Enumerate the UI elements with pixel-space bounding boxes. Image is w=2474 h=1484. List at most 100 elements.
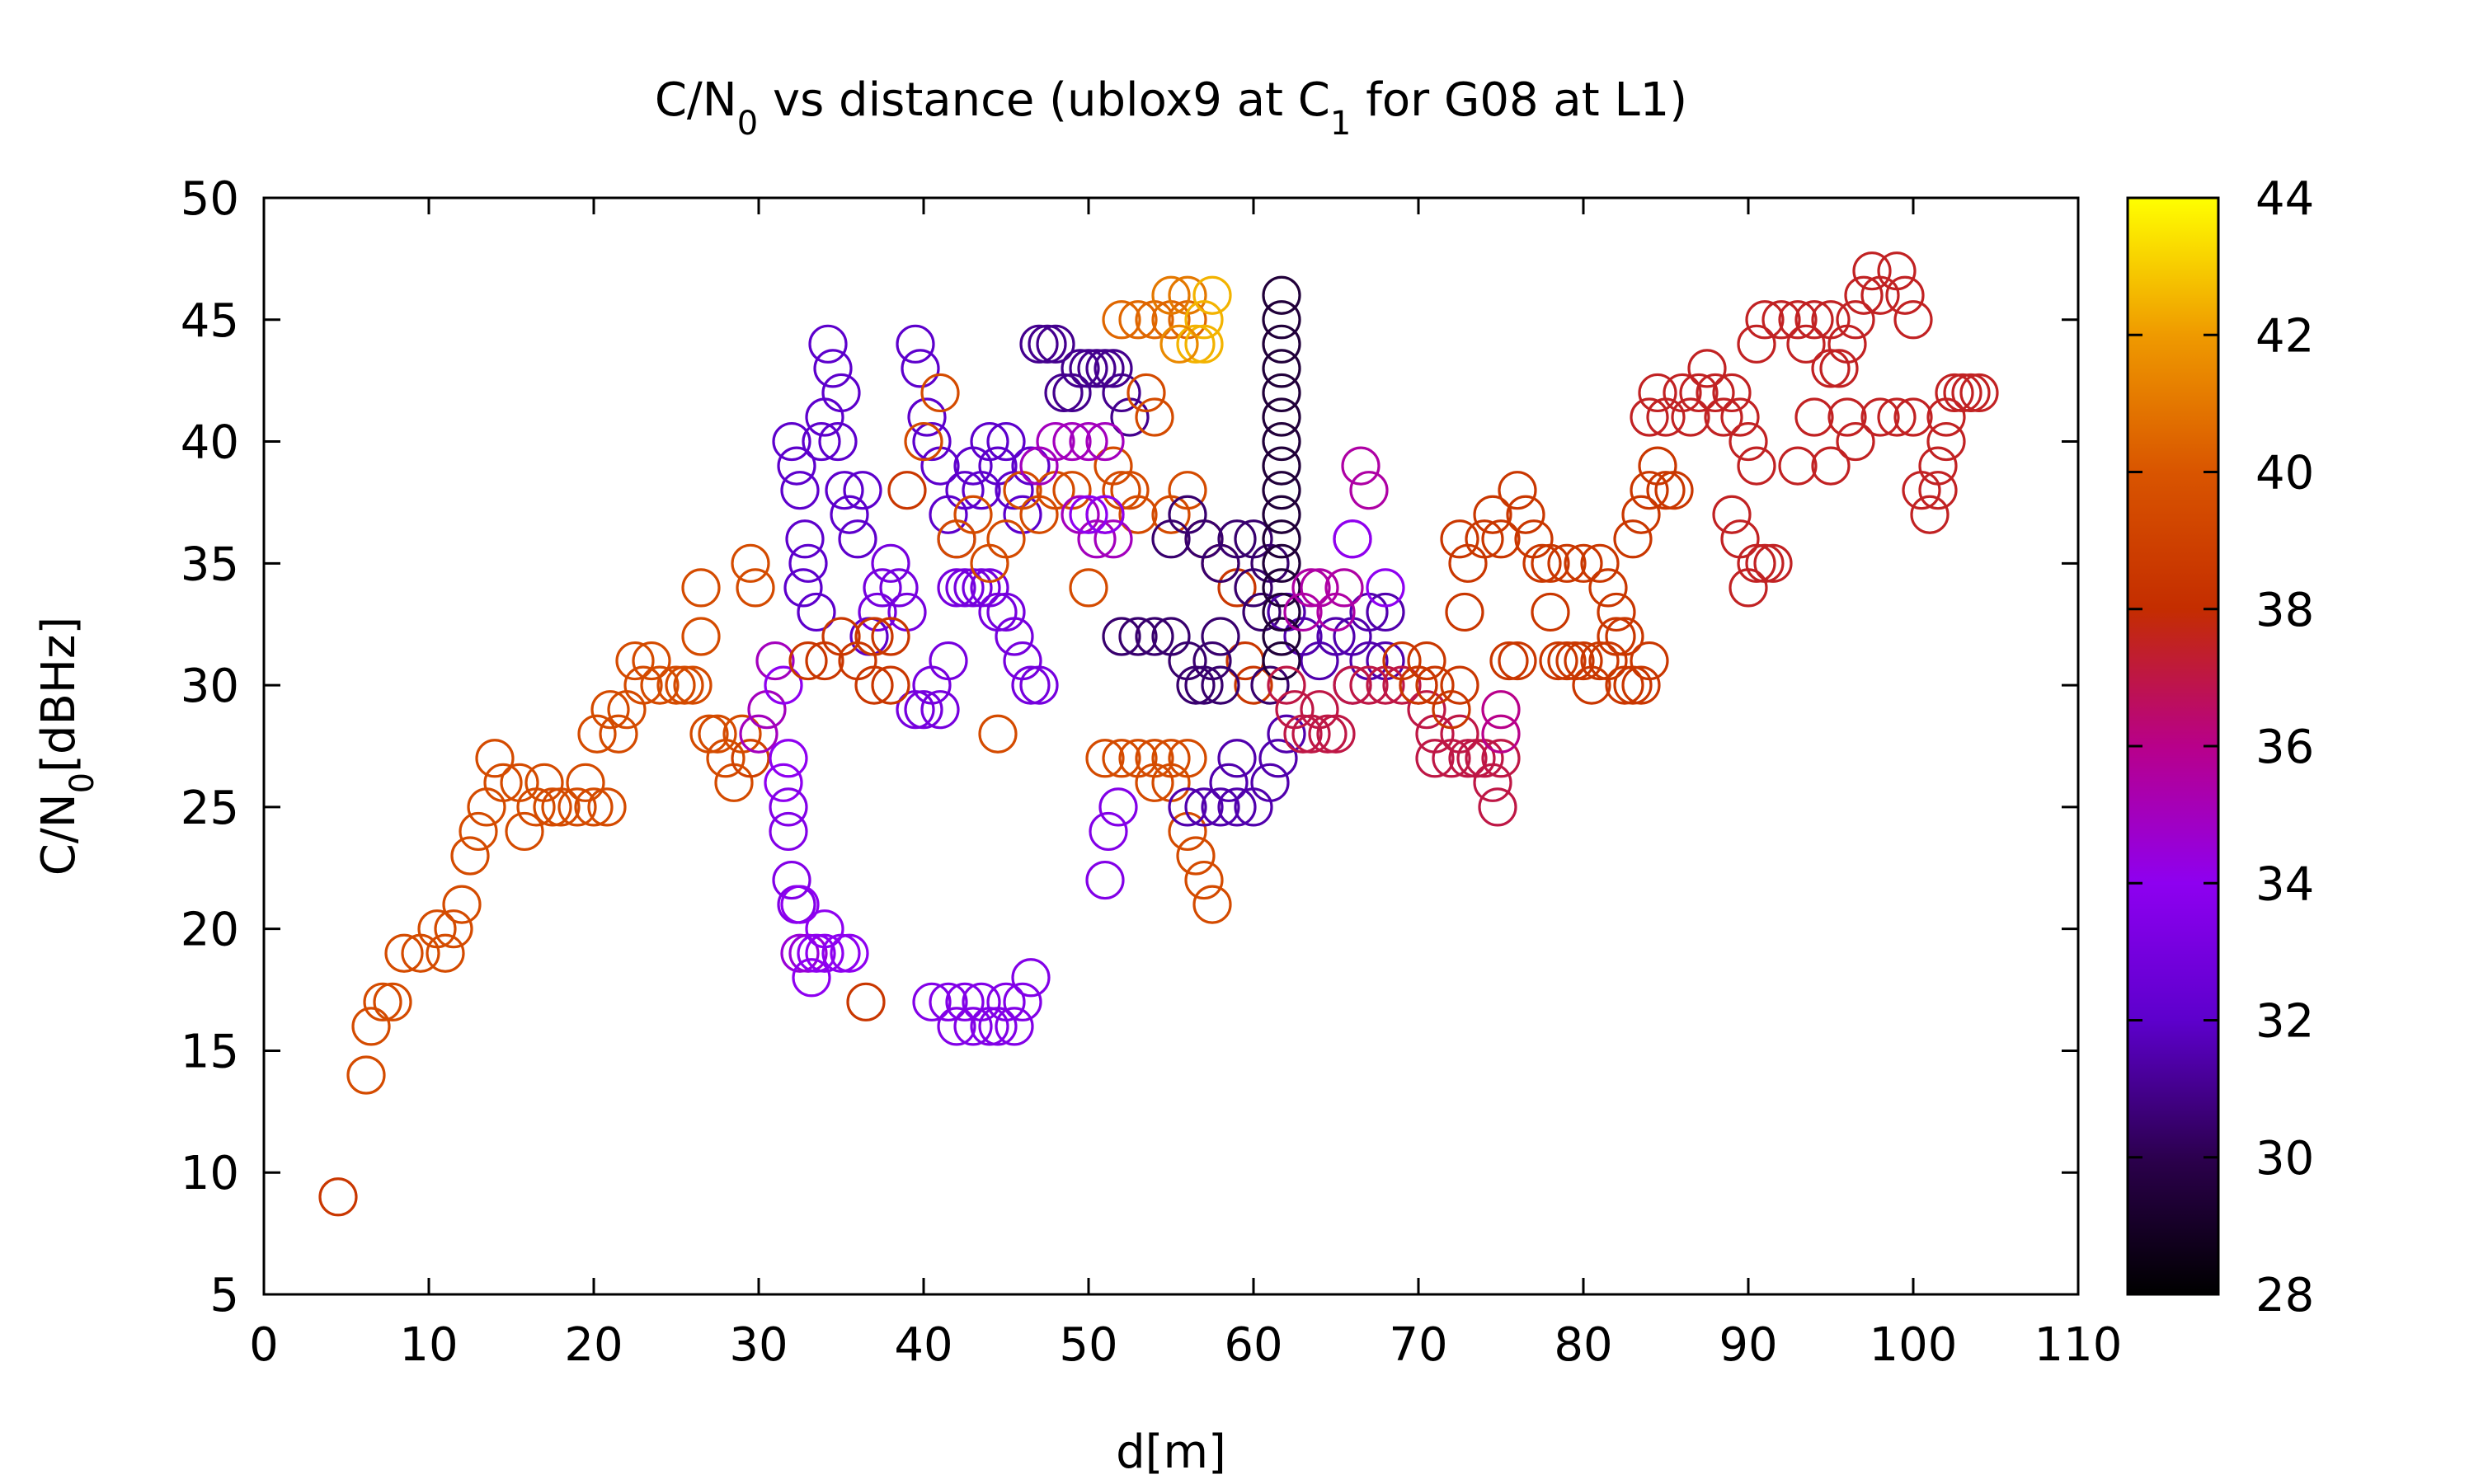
data-point bbox=[1445, 592, 1484, 632]
data-point bbox=[1630, 471, 1669, 510]
data-point bbox=[1910, 495, 1950, 534]
data-points bbox=[318, 251, 1999, 1217]
data-point bbox=[656, 665, 696, 705]
data-point bbox=[1836, 421, 1875, 462]
data-point bbox=[434, 909, 473, 949]
data-point bbox=[1696, 373, 1735, 413]
data-point bbox=[1539, 641, 1578, 681]
data-point bbox=[1564, 543, 1603, 583]
data-point bbox=[1811, 349, 1851, 388]
data-point bbox=[962, 471, 1001, 510]
x-tick-label: 80 bbox=[1554, 1318, 1612, 1372]
data-point bbox=[1621, 495, 1661, 534]
data-point bbox=[1085, 860, 1125, 900]
data-point bbox=[1300, 690, 1339, 730]
data-point bbox=[1019, 665, 1059, 705]
data-point bbox=[1481, 690, 1521, 730]
data-point bbox=[1819, 349, 1859, 388]
data-point bbox=[929, 641, 968, 681]
data-point bbox=[912, 982, 952, 1021]
data-point bbox=[1737, 446, 1776, 486]
data-point bbox=[1098, 787, 1138, 827]
data-point bbox=[1597, 617, 1636, 656]
data-point bbox=[483, 763, 523, 802]
data-point bbox=[1102, 739, 1141, 778]
colorbar-axis: 28 30 32 34 36 38 40 42 44 bbox=[2128, 172, 2314, 1322]
data-point bbox=[1745, 300, 1785, 340]
data-point bbox=[912, 665, 952, 705]
data-point bbox=[1262, 397, 1301, 437]
data-point bbox=[1069, 568, 1108, 608]
data-point bbox=[953, 568, 993, 608]
data-point bbox=[1478, 787, 1517, 827]
data-point bbox=[1168, 471, 1207, 510]
x-tick-label: 20 bbox=[564, 1318, 623, 1372]
data-point bbox=[417, 909, 457, 949]
data-point bbox=[945, 471, 985, 510]
data-point bbox=[1794, 300, 1834, 340]
data-point bbox=[1564, 641, 1603, 681]
colorbar-tick-label: 32 bbox=[2255, 995, 2314, 1049]
data-point bbox=[1262, 324, 1301, 364]
data-point bbox=[557, 787, 597, 827]
data-point bbox=[1291, 714, 1331, 754]
data-point bbox=[681, 617, 721, 656]
data-point bbox=[970, 543, 1009, 583]
data-point bbox=[1234, 665, 1273, 705]
colorbar-tick-label: 38 bbox=[2255, 584, 2314, 637]
y-axis-label-text-part: 0 bbox=[63, 773, 101, 793]
data-point bbox=[1262, 592, 1301, 632]
data-point bbox=[1316, 592, 1356, 632]
data-point bbox=[904, 421, 943, 462]
chart-title-text-part: C/N bbox=[655, 73, 737, 127]
data-point bbox=[1184, 860, 1224, 900]
x-tick-label: 60 bbox=[1224, 1318, 1282, 1372]
data-point bbox=[1036, 471, 1075, 510]
data-point bbox=[780, 933, 820, 973]
data-point bbox=[1262, 373, 1301, 413]
data-point bbox=[1234, 568, 1273, 608]
data-point bbox=[1077, 519, 1117, 559]
data-point bbox=[1044, 373, 1084, 413]
data-point bbox=[788, 543, 828, 583]
data-point bbox=[1118, 300, 1158, 340]
data-point bbox=[1440, 519, 1479, 559]
data-point bbox=[772, 860, 811, 900]
y-axis: 5 10 15 20 25 30 35 40 45 50 bbox=[181, 172, 2078, 1322]
data-point bbox=[1011, 665, 1051, 705]
y-axis-label-text-part: C/N bbox=[32, 793, 86, 876]
y-tick-label: 5 bbox=[209, 1269, 239, 1322]
data-point bbox=[1135, 617, 1174, 656]
data-point bbox=[1729, 421, 1768, 462]
colorbar-tick-label: 42 bbox=[2255, 309, 2314, 363]
data-point bbox=[896, 324, 935, 364]
data-point bbox=[1572, 665, 1611, 705]
data-point bbox=[1918, 446, 1958, 486]
data-point bbox=[1262, 568, 1301, 608]
data-point bbox=[797, 933, 836, 973]
data-point bbox=[1052, 471, 1092, 510]
x-tick-label: 70 bbox=[1389, 1318, 1447, 1372]
data-point bbox=[1069, 495, 1108, 534]
data-point bbox=[673, 665, 713, 705]
data-point bbox=[1003, 471, 1042, 510]
data-point bbox=[1262, 641, 1301, 681]
data-point bbox=[1085, 349, 1125, 388]
data-point bbox=[1951, 373, 1991, 413]
data-point bbox=[1638, 373, 1677, 413]
data-point bbox=[945, 568, 985, 608]
chart-title-text: C/N0 vs distance (ublox9 at C1 for G08 a… bbox=[655, 73, 1687, 143]
data-point bbox=[1918, 471, 1958, 510]
data-point bbox=[986, 982, 1026, 1021]
data-point bbox=[788, 641, 828, 681]
data-point bbox=[373, 982, 412, 1021]
data-point bbox=[1366, 568, 1405, 608]
data-point bbox=[1011, 958, 1051, 998]
data-point bbox=[516, 787, 556, 827]
data-point bbox=[1729, 568, 1768, 608]
data-point bbox=[1176, 836, 1216, 876]
data-point bbox=[821, 373, 861, 413]
data-point bbox=[467, 787, 506, 827]
data-point bbox=[1094, 349, 1133, 388]
data-point bbox=[1258, 739, 1298, 778]
